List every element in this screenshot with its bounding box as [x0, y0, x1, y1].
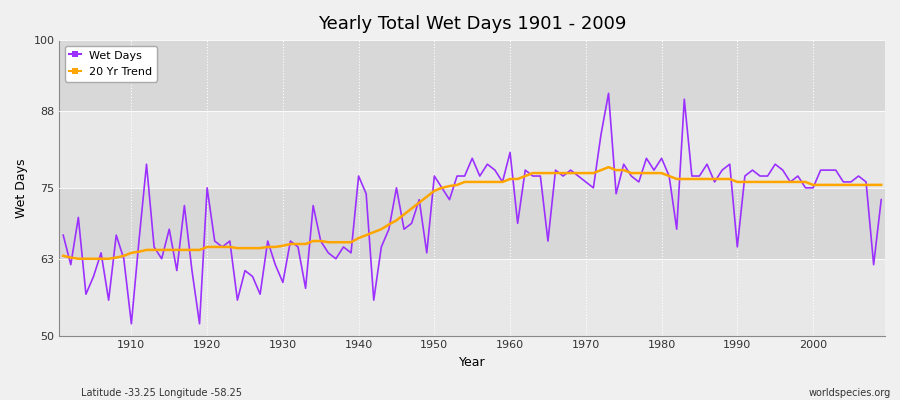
- Text: Latitude -33.25 Longitude -58.25: Latitude -33.25 Longitude -58.25: [81, 388, 242, 398]
- X-axis label: Year: Year: [459, 356, 485, 369]
- Legend: Wet Days, 20 Yr Trend: Wet Days, 20 Yr Trend: [65, 46, 157, 82]
- Bar: [59, 188, 885, 259]
- Y-axis label: Wet Days: Wet Days: [15, 158, 28, 218]
- Bar: [59, 40, 885, 111]
- Text: worldspecies.org: worldspecies.org: [809, 388, 891, 398]
- Title: Yearly Total Wet Days 1901 - 2009: Yearly Total Wet Days 1901 - 2009: [318, 15, 626, 33]
